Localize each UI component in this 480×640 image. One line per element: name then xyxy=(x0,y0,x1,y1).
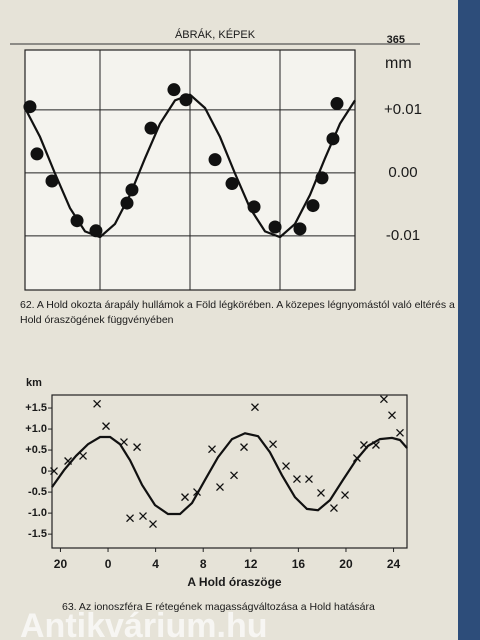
caption: 62. A Hold okozta árapály hullámok a Föl… xyxy=(20,299,455,326)
caption-box: 63. Az ionoszféra E rétegének magasságvá… xyxy=(62,601,375,613)
data-point xyxy=(208,153,222,167)
x-tick-label: 24 xyxy=(387,557,401,571)
data-point xyxy=(45,174,59,188)
data-point xyxy=(315,171,329,185)
data-point xyxy=(282,462,290,470)
page-header: ÁBRÁK, KÉPEK xyxy=(175,28,256,41)
data-point xyxy=(330,97,344,111)
y-tick-label: +1.5 xyxy=(25,402,47,414)
data-point xyxy=(293,222,307,236)
y-tick-label: -0.5 xyxy=(28,486,47,498)
data-point xyxy=(102,422,110,431)
data-point xyxy=(230,471,238,480)
data-point xyxy=(269,440,278,449)
y-tick-label: -1.0 xyxy=(28,507,47,519)
data-point xyxy=(50,467,58,476)
data-point xyxy=(388,411,396,420)
data-point xyxy=(292,475,301,484)
data-point xyxy=(306,199,320,213)
x-tick-label: 20 xyxy=(339,557,353,571)
data-point xyxy=(326,132,340,146)
y-axis-label: km xyxy=(26,377,42,389)
data-point xyxy=(93,399,102,408)
x-tick-label: 20 xyxy=(54,557,68,571)
data-point xyxy=(181,493,189,502)
data-point xyxy=(352,454,361,463)
data-point xyxy=(396,428,404,437)
x-tick-label: 8 xyxy=(200,557,207,571)
caption-box: 62. A Hold okozta árapály hullámok a Föl… xyxy=(20,299,455,326)
data-point xyxy=(225,177,239,191)
data-point xyxy=(167,83,181,97)
caption: 63. Az ionoszféra E rétegének magasságvá… xyxy=(62,601,375,613)
data-point xyxy=(359,441,368,449)
data-point xyxy=(89,224,103,238)
data-point xyxy=(179,93,193,107)
fit-curve xyxy=(51,432,408,516)
y-tick-label: 0.00 xyxy=(388,164,417,181)
y-tick-label: 0 xyxy=(41,465,47,477)
data-point xyxy=(139,512,147,521)
data-point xyxy=(23,100,37,114)
x-tick-label: 12 xyxy=(244,557,258,571)
y-tick-label: +0.01 xyxy=(384,101,422,118)
data-point xyxy=(208,445,216,454)
data-point xyxy=(247,200,261,214)
y-tick-label: -0.01 xyxy=(386,227,420,244)
y-tick-label: +1.0 xyxy=(25,423,47,435)
data-point xyxy=(120,196,134,210)
y-tick-label: +0.5 xyxy=(25,444,47,456)
data-point xyxy=(250,403,259,412)
data-point xyxy=(149,520,157,529)
data-point xyxy=(341,491,349,499)
data-point xyxy=(379,395,388,404)
data-point xyxy=(126,514,135,523)
x-tick-label: 4 xyxy=(152,557,159,571)
book-cover xyxy=(458,0,480,640)
data-point xyxy=(64,457,73,465)
x-tick-label: 16 xyxy=(292,557,306,571)
data-point xyxy=(30,147,44,161)
data-point xyxy=(144,121,158,135)
data-point xyxy=(329,504,338,513)
x-axis-label: A Hold óraszöge xyxy=(187,575,282,589)
data-point xyxy=(70,214,84,228)
data-point xyxy=(193,488,201,497)
x-tick-label: 0 xyxy=(105,557,112,571)
data-point xyxy=(133,443,142,452)
page-number: 365 xyxy=(387,34,405,46)
y-tick-label: -1.5 xyxy=(28,528,47,540)
data-point xyxy=(305,475,313,484)
data-point xyxy=(240,443,248,452)
data-point xyxy=(317,488,325,497)
data-point xyxy=(125,183,139,197)
watermark: Antikvárium.hu xyxy=(20,607,267,640)
data-point xyxy=(371,441,380,449)
data-point xyxy=(216,483,224,492)
data-point xyxy=(79,451,88,460)
data-point xyxy=(268,220,282,234)
y-axis-label: mm xyxy=(385,55,412,72)
data-point xyxy=(120,438,128,447)
